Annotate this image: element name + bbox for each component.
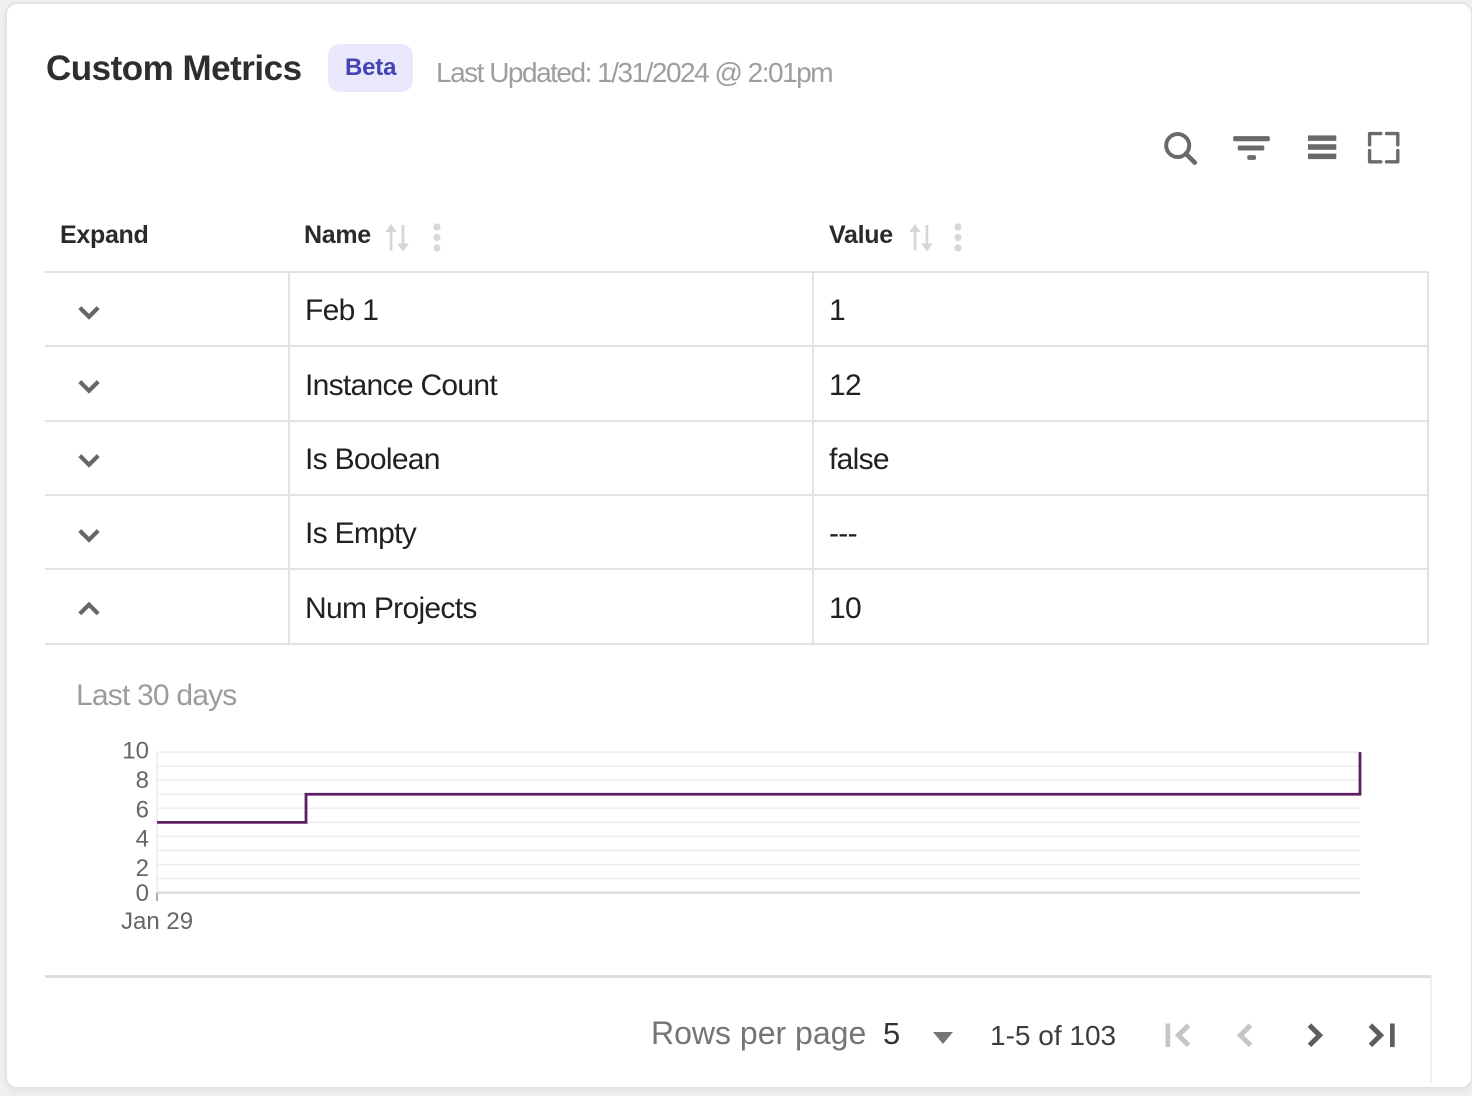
svg-text:2: 2 <box>136 855 149 882</box>
svg-text:6: 6 <box>136 797 149 824</box>
svg-text:8: 8 <box>136 767 149 794</box>
svg-text:10: 10 <box>122 738 149 765</box>
svg-text:0: 0 <box>136 880 149 907</box>
svg-text:Jan 29: Jan 29 <box>121 908 193 935</box>
svg-text:4: 4 <box>136 826 149 853</box>
